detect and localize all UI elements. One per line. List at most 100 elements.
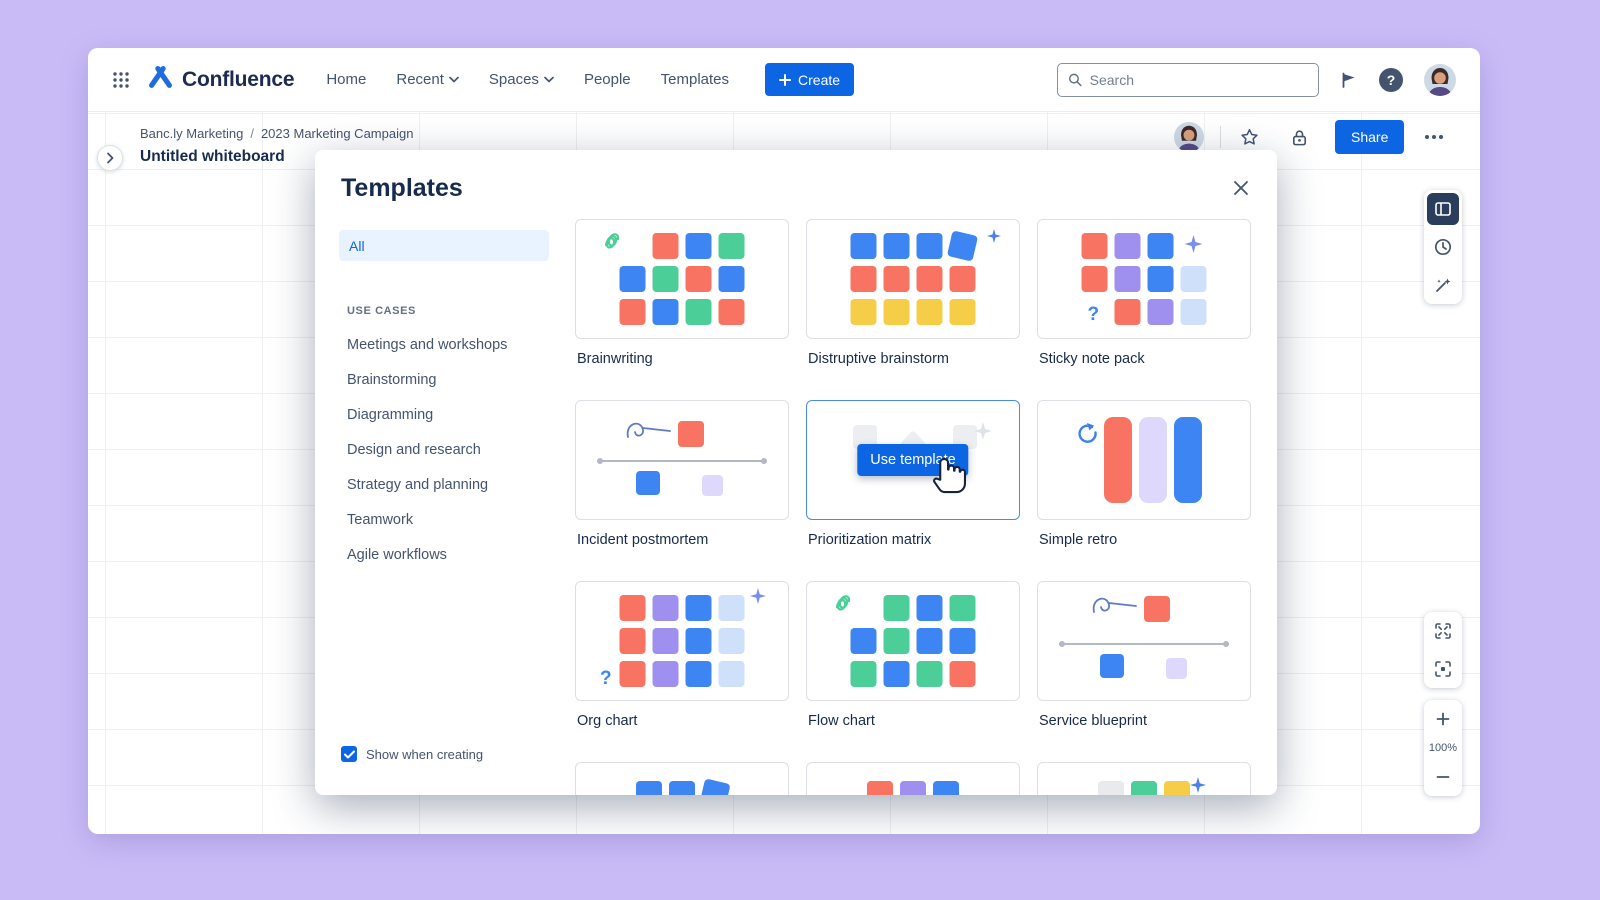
- feedback-flag-icon[interactable]: [1340, 71, 1358, 89]
- template-thumbnail[interactable]: [806, 762, 1020, 795]
- template-title: Org chart: [577, 713, 638, 729]
- search-box[interactable]: [1057, 62, 1319, 97]
- brand-name: Confluence: [182, 67, 295, 91]
- template-thumbnail[interactable]: Use template: [806, 400, 1020, 520]
- template-card-org-chart[interactable]: ? Org chart: [575, 581, 789, 762]
- template-thumbnail[interactable]: [1037, 762, 1251, 795]
- sidebar-section-header: USE CASES: [347, 305, 416, 317]
- checkbox-checked-icon[interactable]: [341, 746, 357, 762]
- show-when-creating-label: Show when creating: [366, 746, 484, 762]
- sidebar-item-meetings-and-workshops[interactable]: Meetings and workshops: [347, 336, 508, 353]
- search-icon: [1068, 73, 1082, 87]
- template-card-flow-chart[interactable]: Flow chart: [806, 581, 1020, 762]
- search-input[interactable]: [1089, 71, 1308, 88]
- sidebar-item-strategy-and-planning[interactable]: Strategy and planning: [347, 476, 489, 493]
- sidebar-filter-all[interactable]: All: [339, 230, 549, 261]
- sidebar-item-design-and-research[interactable]: Design and research: [347, 441, 481, 458]
- template-card-partial-9[interactable]: [575, 762, 789, 795]
- nav-item-templates[interactable]: Templates: [660, 71, 730, 88]
- app-window: Confluence Home Recent Spaces People Tem…: [88, 48, 1480, 834]
- thumbnail-graphic: [636, 779, 730, 795]
- zoom-level: 100%: [1428, 742, 1458, 754]
- show-when-creating-toggle[interactable]: Show when creating: [341, 746, 483, 762]
- template-thumbnail[interactable]: [1037, 400, 1251, 520]
- sidebar-item-brainstorming[interactable]: Brainstorming: [347, 371, 437, 388]
- template-thumbnail[interactable]: [575, 762, 789, 795]
- thumbnail-graphic: [1059, 596, 1229, 679]
- template-card-incident-postmortem[interactable]: Incident postmortem: [575, 400, 789, 581]
- thumbnail-graphic: [867, 781, 959, 795]
- template-card-sticky-note-pack[interactable]: ? Sticky note pack: [1037, 219, 1251, 400]
- zoom-in-button[interactable]: [1424, 700, 1462, 738]
- focus-frame-icon: [1435, 661, 1451, 677]
- sidebar-item-teamwork[interactable]: Teamwork: [347, 511, 414, 528]
- template-thumbnail[interactable]: [575, 219, 789, 339]
- templates-modal: Templates All USE CASES Meetings and wor…: [315, 150, 1277, 795]
- sidebar-item-diagramming[interactable]: Diagramming: [347, 406, 434, 423]
- templates-tool-button[interactable]: [1424, 190, 1462, 228]
- nav-item-people[interactable]: People: [583, 71, 631, 88]
- use-template-button[interactable]: Use template: [857, 444, 969, 476]
- template-thumbnail[interactable]: ?: [575, 581, 789, 701]
- user-avatar[interactable]: [1424, 63, 1456, 96]
- confluence-logo-icon: [148, 65, 173, 95]
- sidebar-expand-button[interactable]: [97, 145, 123, 171]
- laser-pointer-tool-button[interactable]: [1424, 266, 1462, 304]
- breadcrumb-space[interactable]: Banc.ly Marketing: [140, 126, 244, 141]
- template-card-service-blueprint[interactable]: Service blueprint: [1037, 581, 1251, 762]
- app-switcher-icon[interactable]: [112, 71, 130, 89]
- fit-to-screen-button[interactable]: [1424, 612, 1462, 650]
- breadcrumb-separator: /: [250, 126, 254, 141]
- templates-layout-icon: [1427, 193, 1459, 225]
- modal-sidebar: All USE CASES Meetings and workshops Brai…: [339, 230, 549, 572]
- primary-nav: Home Recent Spaces People Templates: [326, 71, 729, 88]
- help-icon[interactable]: ?: [1379, 67, 1403, 92]
- star-icon[interactable]: [1239, 127, 1260, 148]
- breadcrumb-page[interactable]: 2023 Marketing Campaign: [260, 126, 414, 141]
- nav-item-recent[interactable]: Recent: [396, 71, 459, 88]
- template-thumbnail[interactable]: [1037, 581, 1251, 701]
- lock-icon[interactable]: [1290, 128, 1309, 147]
- thumbnail-graphic: [850, 229, 1001, 325]
- sidebar-item-agile-workflows[interactable]: Agile workflows: [347, 546, 447, 563]
- thumbnail-graphic: [1098, 777, 1206, 795]
- page-title: Untitled whiteboard: [140, 148, 285, 165]
- more-options-icon[interactable]: [1424, 134, 1444, 140]
- minus-icon: [1436, 776, 1450, 778]
- template-card-prioritization-matrix[interactable]: Use template Prioritization matrix: [806, 400, 1020, 581]
- template-title: Flow chart: [808, 713, 875, 729]
- nav-item-spaces[interactable]: Spaces: [489, 71, 554, 88]
- template-card-distruptive-brainstorm[interactable]: Distruptive brainstorm: [806, 219, 1020, 400]
- confluence-brand[interactable]: Confluence: [148, 65, 295, 95]
- chevron-down-icon: [544, 76, 554, 83]
- template-card-partial-10[interactable]: [806, 762, 1020, 795]
- svg-text:?: ?: [600, 668, 612, 689]
- template-title: Incident postmortem: [577, 532, 709, 548]
- template-card-grid: Brainwriting Distruptive brainstorm ? Stick…: [575, 219, 1265, 795]
- modal-title: Templates: [341, 174, 463, 202]
- divider: [1220, 126, 1221, 148]
- template-card-brainwriting[interactable]: Brainwriting: [575, 219, 789, 400]
- template-thumbnail[interactable]: [806, 219, 1020, 339]
- thumbnail-graphic: [604, 233, 745, 325]
- template-card-simple-retro[interactable]: Simple retro: [1037, 400, 1251, 581]
- template-thumbnail[interactable]: [806, 581, 1020, 701]
- expand-icon: [1435, 623, 1451, 639]
- template-card-partial-11[interactable]: [1037, 762, 1251, 795]
- nav-item-home[interactable]: Home: [326, 71, 367, 88]
- top-navbar: Confluence Home Recent Spaces People Tem…: [88, 48, 1480, 112]
- template-thumbnail[interactable]: [575, 400, 789, 520]
- board-actions: Share: [1174, 120, 1444, 154]
- zoom-out-button[interactable]: [1424, 758, 1462, 796]
- close-button[interactable]: [1225, 172, 1257, 204]
- template-thumbnail[interactable]: ?: [1037, 219, 1251, 339]
- share-button[interactable]: Share: [1335, 120, 1405, 154]
- create-button[interactable]: Create: [765, 63, 855, 96]
- collaborator-avatar[interactable]: [1174, 122, 1204, 152]
- plus-icon: [1436, 712, 1450, 726]
- template-title: Distruptive brainstorm: [808, 351, 950, 367]
- focus-button[interactable]: [1424, 650, 1462, 688]
- timer-tool-button[interactable]: [1424, 228, 1462, 266]
- view-tools-panel: [1424, 612, 1462, 688]
